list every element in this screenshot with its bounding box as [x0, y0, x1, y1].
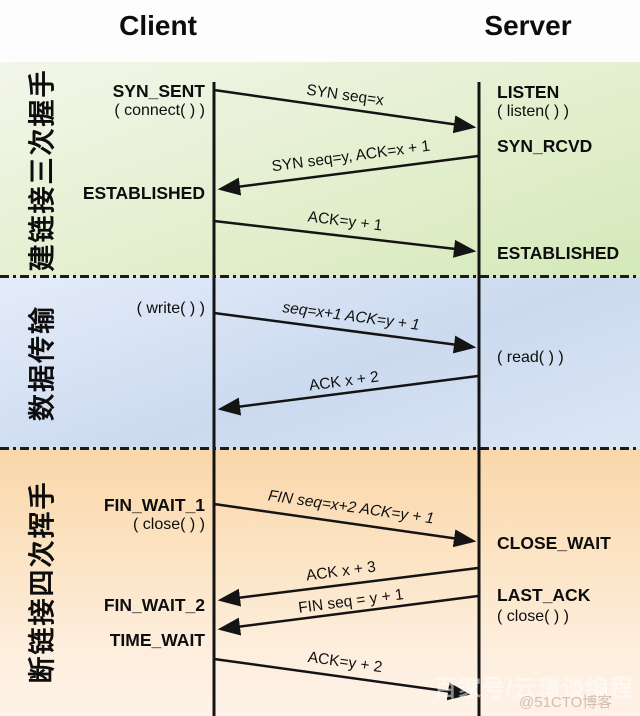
arrow-last-ack [213, 657, 471, 701]
state-syn-rcvd: SYN_RCVD [497, 136, 593, 156]
arrow-syn-ack [217, 154, 479, 196]
state-syn-sent: SYN_SENT [112, 81, 205, 101]
state-established-client: ESTABLISHED [82, 183, 205, 203]
state-established-server: ESTABLISHED [497, 243, 620, 263]
client-header: Client [119, 10, 197, 41]
call-close-client: ( close( ) ) [133, 516, 205, 533]
arrow-fin [213, 502, 477, 548]
state-time-wait: TIME_WAIT [109, 630, 205, 650]
call-close-server: ( close( ) ) [497, 608, 569, 625]
arrow-data-ack [217, 374, 479, 416]
state-listen: LISTEN [497, 82, 560, 102]
arrow-data-seq [213, 311, 477, 354]
call-read: ( read( ) ) [497, 349, 564, 366]
state-close-wait: CLOSE_WAIT [497, 533, 611, 553]
watermark-handle: @51CTO博客 [519, 694, 613, 711]
arrow-fin-ack [217, 566, 479, 607]
call-write: ( write( ) ) [136, 300, 205, 317]
arrow-ack [213, 219, 477, 258]
section-divider [0, 447, 640, 450]
state-fin-wait-2: FIN_WAIT_2 [103, 595, 205, 615]
call-listen: ( listen( ) ) [497, 103, 569, 120]
arrow-syn [213, 88, 477, 134]
arrow-fin2 [217, 594, 479, 636]
section-divider [0, 275, 640, 278]
state-last-ack: LAST_ACK [497, 585, 591, 605]
section-three-way-handshake [0, 62, 640, 277]
section-data-transfer [0, 277, 640, 449]
server-header: Server [484, 10, 572, 41]
state-fin-wait-1: FIN_WAIT_1 [103, 495, 205, 515]
call-connect: ( connect( ) ) [114, 102, 205, 119]
section-four-way-handshake [0, 449, 640, 716]
